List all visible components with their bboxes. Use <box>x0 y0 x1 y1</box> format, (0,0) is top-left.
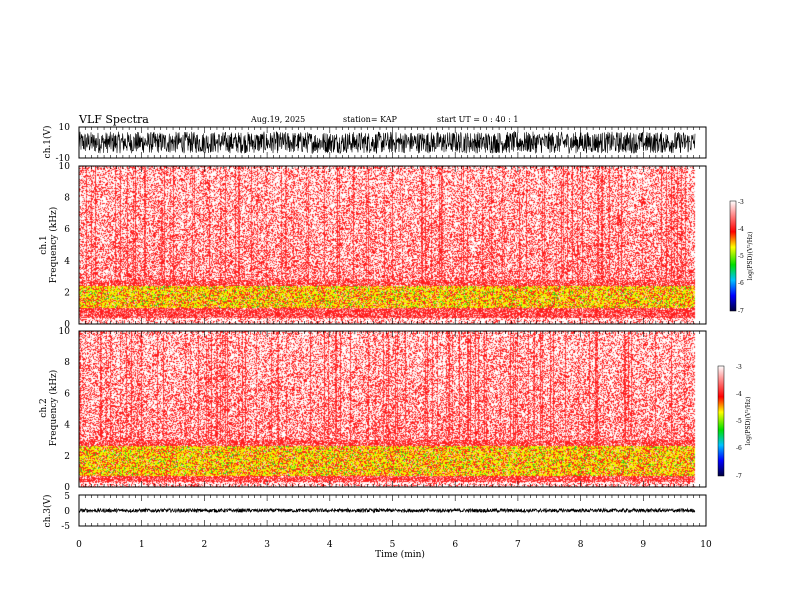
ch2-spectrogram-panel: ch.2 Frequency (kHz) 0 2 4 6 8 10 <box>39 327 707 493</box>
time-tick-label: 7 <box>515 540 521 550</box>
ch3-waveform-panel: ch.3(V) 5 0 -5 <box>42 492 707 532</box>
ch2-freq-ytick-label: 8 <box>64 358 70 368</box>
ch1-freq-ytick-label: 6 <box>64 225 70 235</box>
ch1-spectrogram-image <box>79 166 706 324</box>
ch3-ytick-top: 5 <box>64 492 70 502</box>
ch2-freq-ytick-label: 0 <box>64 483 70 493</box>
time-tick-label: 2 <box>202 540 208 550</box>
ch1-colorbar-label: log(PSD)(V²/Hz) <box>747 232 754 281</box>
ch2-freq-ytick-label: 6 <box>64 389 70 399</box>
ch1-freq-ytick-label: 10 <box>59 162 71 172</box>
ch2-colorbar-tick-m6: -6 <box>736 445 742 452</box>
ch1-colorbar-tick-m4: -4 <box>738 226 744 233</box>
ch1-freq-ytick-label: 4 <box>64 257 70 267</box>
ch2-spectrogram-image <box>79 331 706 487</box>
ch2-frequency-ylabel: Frequency (kHz) <box>48 370 59 447</box>
ch1-freq-ytick-label: 0 <box>64 320 70 330</box>
ch2-colorbar-tick-m5: -5 <box>736 418 742 425</box>
header-station: station= KAP <box>343 115 398 124</box>
time-tick-label: 10 <box>700 540 712 550</box>
ch1-waveform-trace <box>78 130 696 155</box>
header-date: Aug.19, 2025 <box>250 115 305 124</box>
ch2-colorbar-tick-m3: -3 <box>736 364 742 371</box>
ch2-freq-ytick-label: 2 <box>64 452 70 462</box>
ch2-colorbar-tick-m4: -4 <box>736 391 742 398</box>
time-tick-label: 9 <box>640 540 646 550</box>
time-tick-label: 1 <box>139 540 145 550</box>
ch1-colorbar-bar <box>729 200 737 312</box>
ch1-frequency-ylabel: Frequency (kHz) <box>48 207 59 284</box>
ch1-freq-ytick-label: 2 <box>64 288 70 298</box>
ch1-ytick-top: 10 <box>59 123 71 133</box>
ch2-channel-label: ch.2 <box>39 398 49 417</box>
ch1-channel-label: ch.1 <box>39 235 49 254</box>
ch2-freq-ytick-label: 4 <box>64 421 70 431</box>
time-tick-label: 0 <box>76 540 82 550</box>
ch1-spectrogram-frame <box>78 165 707 325</box>
ch3-waveform-trace <box>78 507 696 514</box>
ch1-colorbar-tick-m7: -7 <box>738 308 744 315</box>
ch2-colorbar-label: log(PSD)(V²/Hz) <box>745 397 752 446</box>
ch1-ytick-bottom: -10 <box>56 154 71 164</box>
ch1-ylabel: ch.1(V) <box>42 126 53 159</box>
ch1-colorbar-tick-m5: -5 <box>738 253 744 260</box>
ch2-colorbar-tick-m7: -7 <box>736 473 742 480</box>
header: VLF Spectra Aug.19, 2025 station= KAP st… <box>78 113 518 126</box>
ch1-colorbar: -3 -4 -5 -6 -7 log(PSD)(V²/Hz) <box>729 199 754 315</box>
ch3-ylabel: ch.3(V) <box>42 495 53 528</box>
time-axis: Time (min) 0 1 2 3 4 5 6 7 8 9 10 <box>76 540 712 560</box>
ch1-waveform-frame <box>78 126 707 159</box>
figure-title: VLF Spectra <box>78 113 149 126</box>
ch2-colorbar: -3 -4 -5 -6 -7 log(PSD)(V²/Hz) <box>717 364 752 480</box>
time-tick-label: 6 <box>452 540 458 550</box>
time-tick-label: 3 <box>264 540 270 550</box>
ch3-waveform-frame <box>78 494 707 527</box>
ch1-colorbar-tick-m6: -6 <box>738 280 744 287</box>
time-tick-label: 8 <box>578 540 584 550</box>
time-tick-label: 4 <box>327 540 333 550</box>
ch2-freq-ytick-label: 10 <box>59 327 71 337</box>
ch2-spectrogram-frame <box>78 330 707 488</box>
ch1-freq-ytick-label: 8 <box>64 194 70 204</box>
header-start-time: start UT = 0 : 40 : 1 <box>437 115 518 124</box>
ch1-waveform-panel: ch.1(V) 10 -10 <box>42 123 707 164</box>
ch3-ytick-mid: 0 <box>64 507 70 517</box>
ch3-ytick-bottom: -5 <box>61 522 70 532</box>
time-tick-label: 5 <box>390 540 396 550</box>
ch2-colorbar-bar <box>717 365 725 477</box>
ch1-colorbar-tick-m3: -3 <box>738 199 744 206</box>
ch1-spectrogram-panel: ch.1 Frequency (kHz) 0 2 4 6 8 10 <box>39 162 707 330</box>
time-axis-label: Time (min) <box>375 549 425 560</box>
